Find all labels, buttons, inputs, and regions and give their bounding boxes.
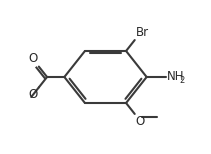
Text: O: O [28,52,38,65]
Text: NH: NH [167,70,184,83]
Text: O: O [28,88,37,101]
Text: O: O [135,115,144,128]
Text: Br: Br [136,26,149,39]
Text: 2: 2 [179,76,184,85]
